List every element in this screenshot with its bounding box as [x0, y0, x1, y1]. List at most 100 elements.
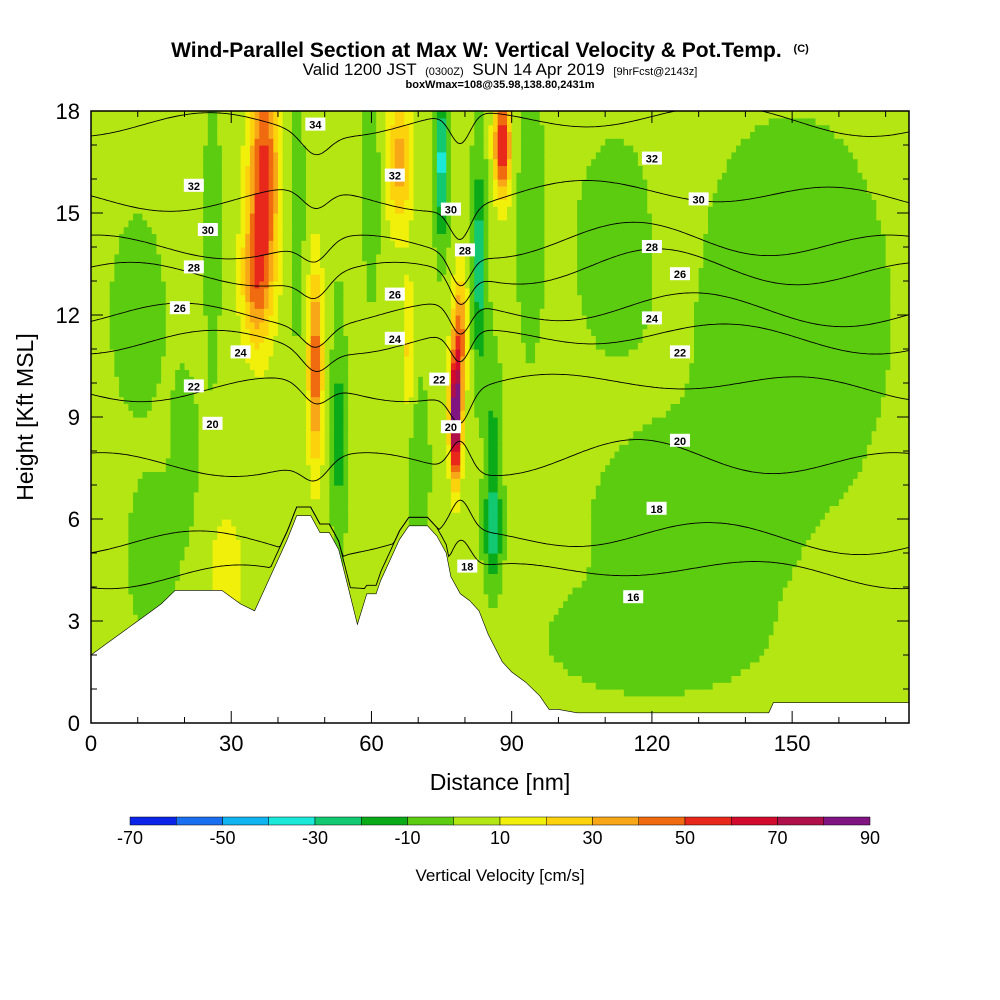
- field-cell: [549, 661, 555, 670]
- field-cell: [469, 525, 475, 534]
- field-cell: [151, 593, 158, 602]
- field-cell: [670, 587, 676, 595]
- field-cell: [904, 655, 909, 663]
- field-cell: [665, 532, 672, 540]
- field-cell: [334, 532, 340, 540]
- field-cell: [91, 607, 97, 615]
- field-cell: [689, 641, 695, 649]
- field-cell: [492, 614, 499, 622]
- field-cell: [885, 695, 891, 704]
- field-cell: [796, 634, 803, 642]
- field-cell: [91, 641, 97, 649]
- field-cell: [703, 641, 709, 649]
- field-cell: [614, 634, 620, 642]
- field-cell: [665, 634, 672, 642]
- field-cell: [689, 614, 695, 622]
- field-cell: [731, 566, 737, 574]
- field-cell: [708, 661, 714, 670]
- field-cell: [268, 525, 274, 534]
- field-cell: [885, 607, 891, 615]
- field-cell: [273, 532, 279, 540]
- field-cell: [497, 559, 503, 568]
- field-cell: [871, 607, 877, 615]
- field-cell: [268, 546, 274, 554]
- field-cell: [754, 648, 761, 656]
- field-cell: [525, 675, 531, 683]
- field-cell: [712, 580, 718, 588]
- field-cell: [815, 566, 821, 574]
- field-cell: [558, 655, 564, 663]
- field-cell: [708, 634, 714, 642]
- field-cell: [581, 661, 588, 670]
- field-cell: [750, 695, 756, 704]
- field-cell: [857, 614, 863, 622]
- field-cell: [147, 580, 153, 588]
- field-cell: [894, 648, 901, 656]
- field-cell: [871, 587, 877, 595]
- field-cell: [95, 553, 101, 561]
- field-cell: [507, 661, 513, 670]
- field-cell: [857, 593, 863, 602]
- field-cell: [460, 532, 466, 540]
- field-cell: [193, 525, 200, 534]
- field-cell: [871, 668, 877, 676]
- field-cell: [796, 532, 803, 540]
- field-cell: [829, 580, 835, 588]
- field-cell: [460, 525, 466, 534]
- field-cell: [665, 702, 672, 710]
- field-cell: [820, 573, 826, 581]
- field-cell: [712, 587, 718, 595]
- field-cell: [600, 532, 606, 540]
- field-cell: [651, 580, 658, 588]
- field-cell: [637, 641, 644, 649]
- field-cell: [114, 532, 120, 540]
- field-cell: [133, 600, 139, 608]
- field-cell: [460, 587, 466, 595]
- field-cell: [637, 627, 644, 636]
- field-cell: [128, 621, 134, 629]
- field-cell: [894, 655, 901, 663]
- field-cell: [273, 546, 279, 554]
- field-cell: [128, 593, 134, 602]
- field-cell: [189, 532, 195, 540]
- field-cell: [651, 702, 658, 710]
- field-cell: [834, 553, 840, 561]
- field-cell: [876, 587, 882, 595]
- field-cell: [586, 593, 592, 602]
- field-cell: [549, 593, 555, 602]
- field-cell: [212, 546, 218, 554]
- field-cell: [511, 593, 517, 602]
- field-cell: [507, 600, 513, 608]
- field-cell: [549, 621, 555, 629]
- field-cell: [577, 682, 583, 690]
- field-cell: [796, 682, 803, 690]
- field-cell: [787, 607, 793, 615]
- field-cell: [525, 600, 531, 608]
- field-cell: [834, 587, 840, 595]
- field-cell: [474, 600, 480, 608]
- field-cell: [231, 593, 237, 602]
- field-cell: [105, 553, 111, 561]
- field-cell: [535, 682, 541, 690]
- field-cell: [801, 580, 807, 588]
- field-cell: [581, 689, 588, 697]
- field-cell: [530, 573, 536, 581]
- field-cell: [474, 573, 480, 581]
- field-cell: [362, 573, 368, 581]
- field-cell: [722, 621, 728, 629]
- field-cell: [750, 573, 756, 581]
- field-cell: [586, 682, 592, 690]
- field-cell: [651, 600, 658, 608]
- field-cell: [899, 607, 905, 615]
- field-cell: [114, 539, 120, 547]
- field-cell: [693, 655, 700, 663]
- field-cell: [764, 532, 770, 540]
- field-cell: [684, 661, 690, 670]
- field-cell: [623, 553, 630, 561]
- field-cell: [703, 546, 709, 554]
- field-cell: [123, 559, 129, 568]
- field-cell: [521, 546, 527, 554]
- field-cell: [207, 539, 214, 547]
- field-cell: [801, 553, 807, 561]
- field-cell: [862, 546, 868, 554]
